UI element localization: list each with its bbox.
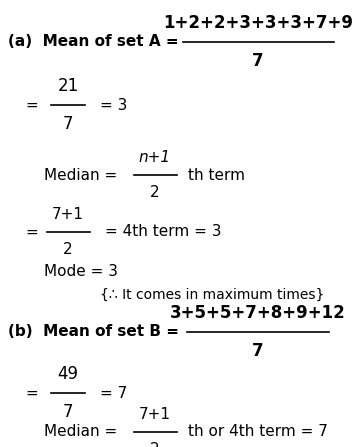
- Text: = 7: = 7: [100, 385, 127, 401]
- Text: 7: 7: [63, 115, 73, 133]
- Text: (a)  Mean of set A =: (a) Mean of set A =: [8, 34, 179, 50]
- Text: =: =: [25, 224, 38, 240]
- Text: = 4th term = 3: = 4th term = 3: [105, 224, 221, 240]
- Text: 7: 7: [63, 403, 73, 421]
- Text: 21: 21: [57, 77, 79, 95]
- Text: Mode = 3: Mode = 3: [44, 265, 118, 279]
- Text: =: =: [25, 385, 38, 401]
- Text: n+1: n+1: [139, 150, 171, 165]
- Text: = 3: = 3: [100, 97, 127, 113]
- Text: 3+5+5+7+8+9+12: 3+5+5+7+8+9+12: [170, 304, 346, 322]
- Text: Median =: Median =: [44, 168, 117, 182]
- Text: =: =: [25, 97, 38, 113]
- Text: 2: 2: [150, 442, 160, 447]
- Text: th or 4th term = 7: th or 4th term = 7: [188, 425, 328, 439]
- Text: 7: 7: [252, 342, 264, 360]
- Text: {∴ It comes in maximum times}: {∴ It comes in maximum times}: [100, 288, 324, 302]
- Text: 7: 7: [252, 52, 264, 70]
- Text: 2: 2: [63, 242, 73, 257]
- Text: 7+1: 7+1: [52, 207, 84, 222]
- Text: Median =: Median =: [44, 425, 117, 439]
- Text: 7+1: 7+1: [139, 407, 171, 422]
- Text: th term: th term: [188, 168, 245, 182]
- Text: (b)  Mean of set B =: (b) Mean of set B =: [8, 325, 179, 340]
- Text: 1+2+2+3+3+3+7+9: 1+2+2+3+3+3+7+9: [163, 14, 353, 32]
- Text: 2: 2: [150, 185, 160, 200]
- Text: 49: 49: [58, 365, 79, 383]
